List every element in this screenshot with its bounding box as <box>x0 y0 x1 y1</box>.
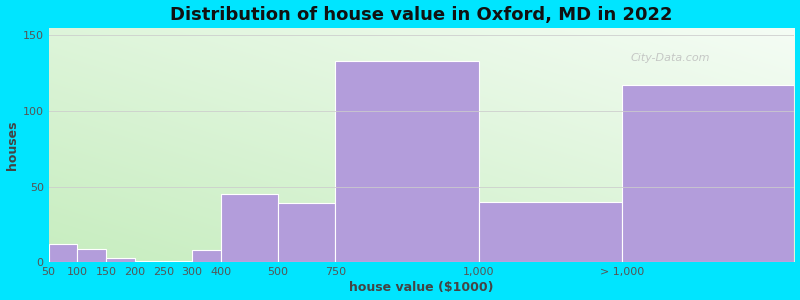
Bar <box>221 194 278 262</box>
X-axis label: house value ($1000): house value ($1000) <box>350 281 494 294</box>
Bar <box>78 249 106 262</box>
Text: City-Data.com: City-Data.com <box>630 53 710 63</box>
Bar <box>192 250 221 262</box>
Y-axis label: houses: houses <box>6 120 18 170</box>
Bar <box>479 202 622 262</box>
Bar <box>278 203 335 262</box>
Bar <box>49 244 78 262</box>
Bar <box>134 261 163 262</box>
Title: Distribution of house value in Oxford, MD in 2022: Distribution of house value in Oxford, M… <box>170 6 673 24</box>
Bar <box>163 261 192 262</box>
Bar <box>622 85 794 262</box>
Bar <box>335 61 479 262</box>
Bar <box>106 258 134 262</box>
